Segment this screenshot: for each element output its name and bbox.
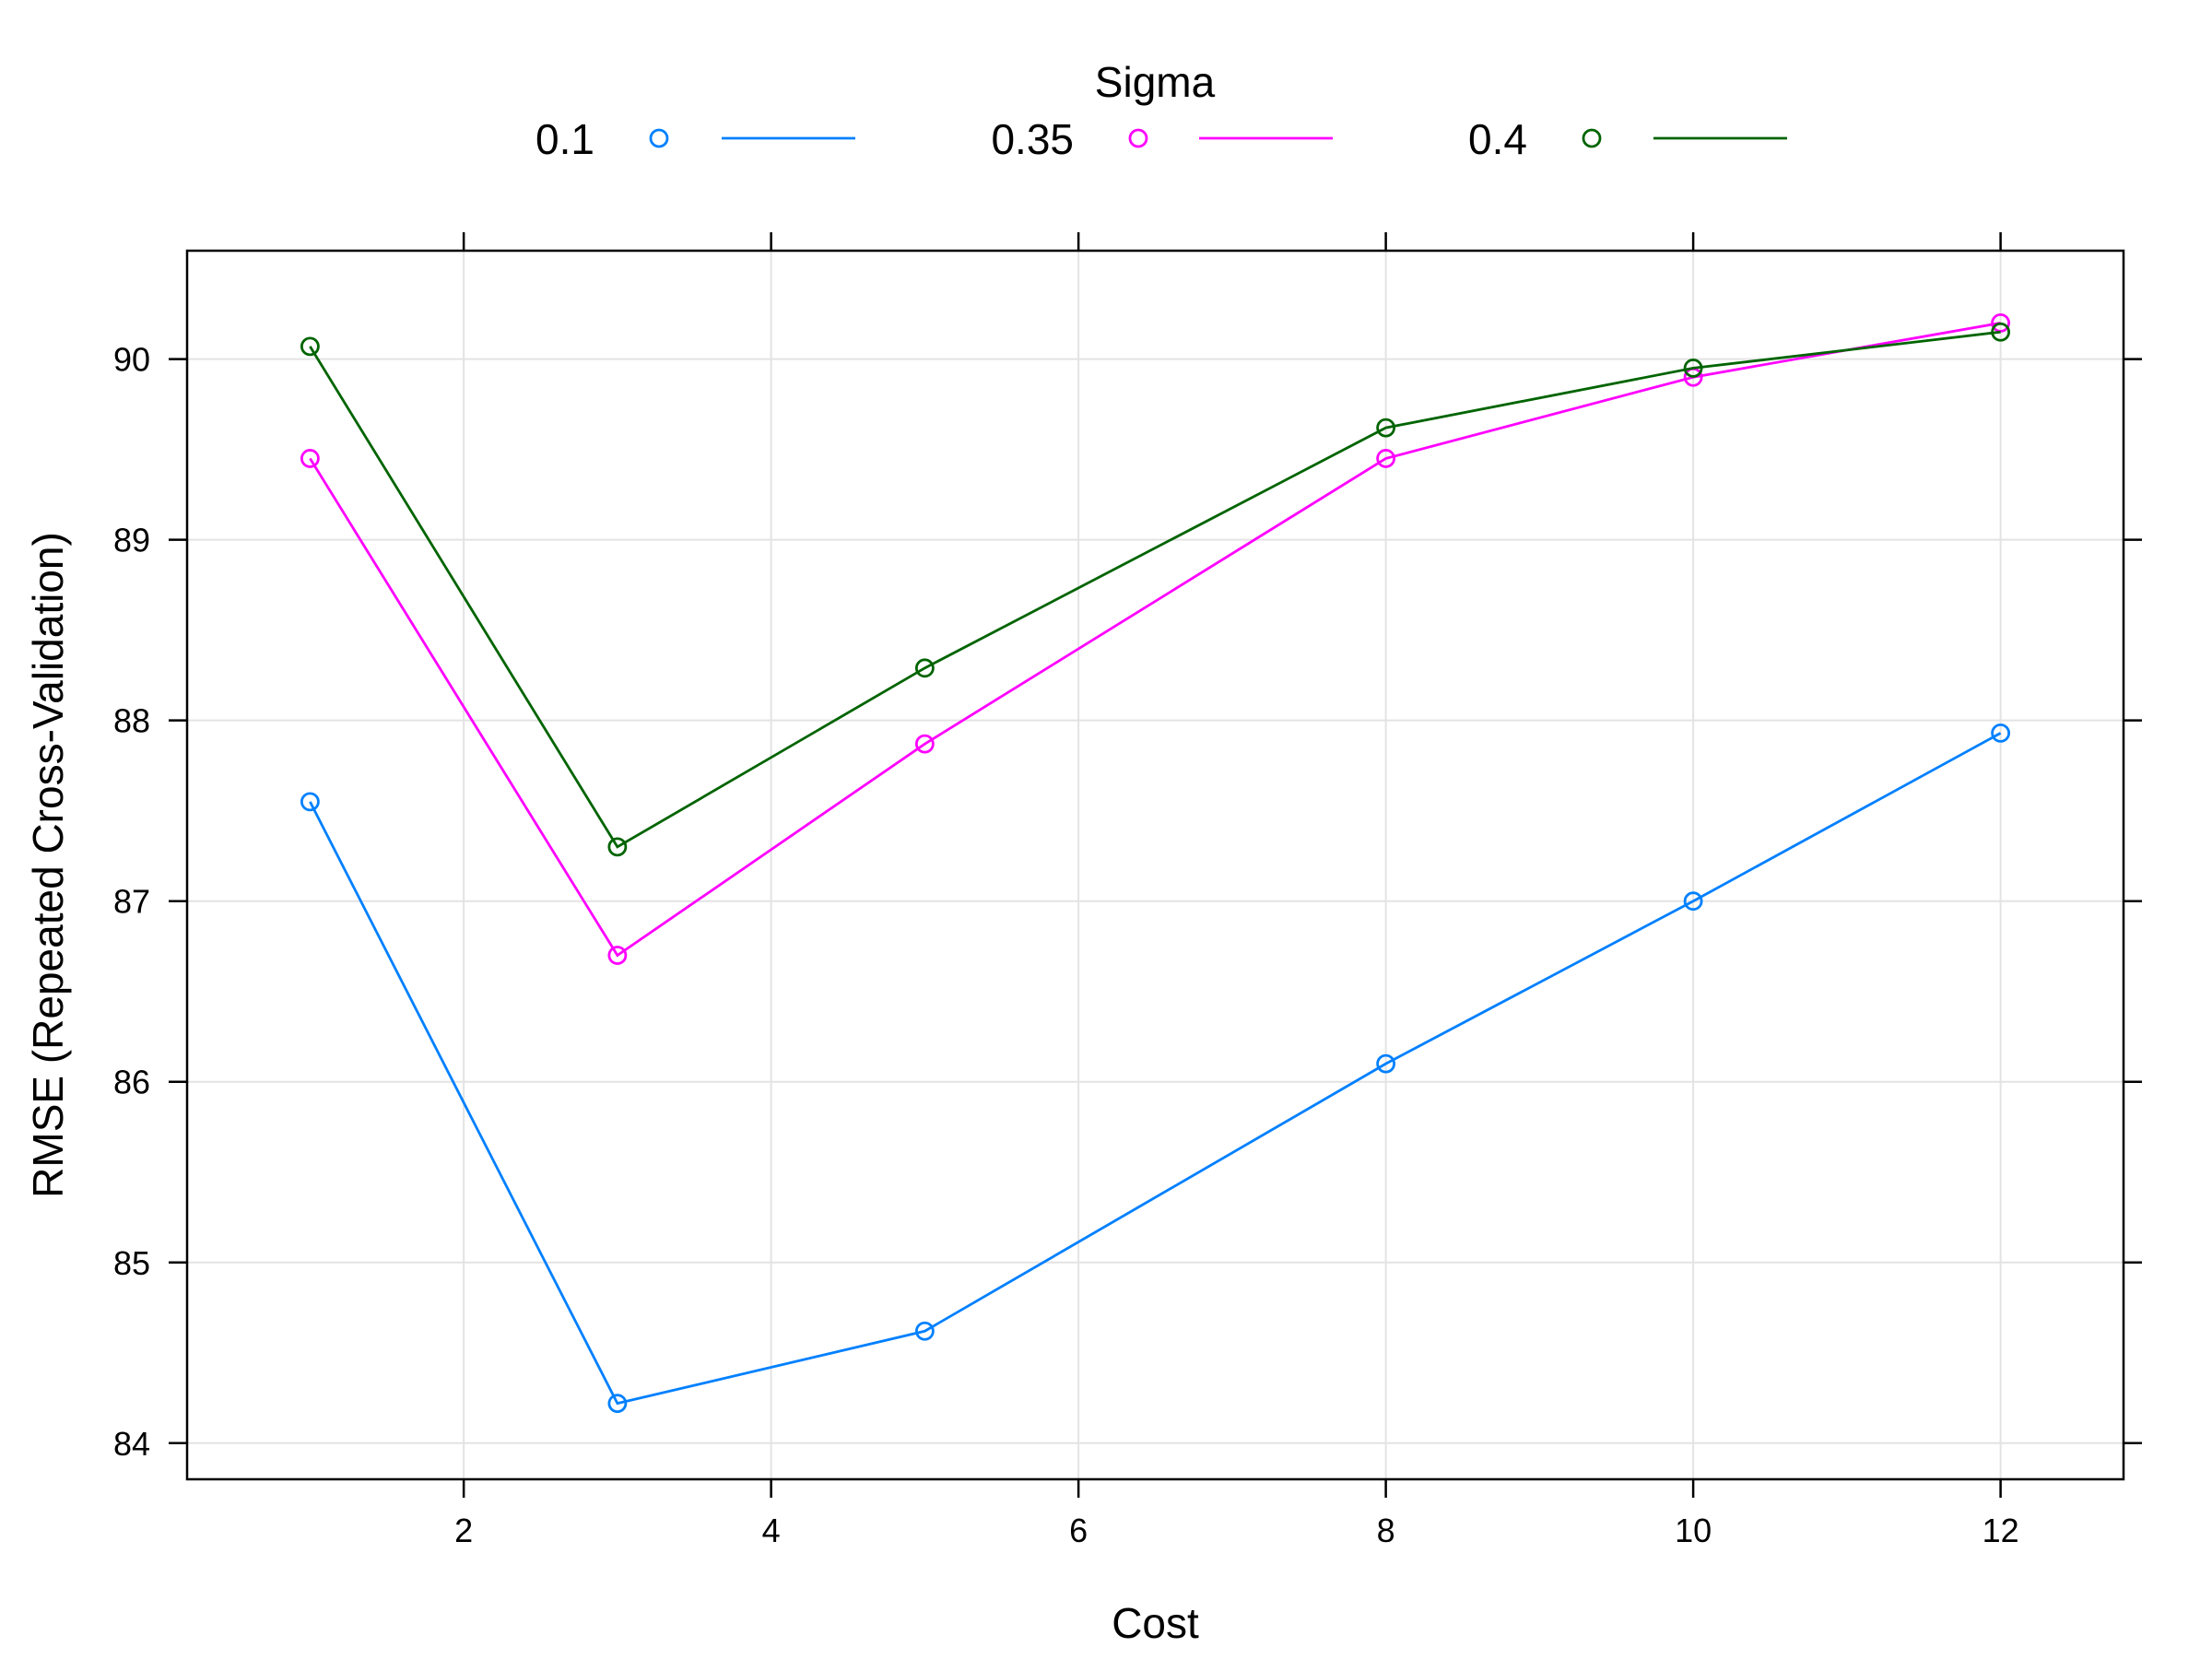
y-axis-label: RMSE (Repeated Cross-Validation) bbox=[24, 532, 72, 1198]
y-tick-label: 86 bbox=[113, 1064, 150, 1101]
series-line bbox=[309, 322, 2001, 958]
data-point bbox=[1991, 313, 2011, 333]
y-tick-label: 89 bbox=[113, 522, 150, 559]
data-point bbox=[914, 734, 935, 754]
data-point bbox=[914, 1321, 935, 1341]
y-tick-label: 87 bbox=[113, 883, 150, 921]
x-tick-label: 8 bbox=[1377, 1512, 1395, 1549]
series-line bbox=[309, 330, 2001, 849]
series-line bbox=[309, 732, 2002, 1406]
data-point bbox=[1683, 891, 1703, 912]
legend-label: 0.1 bbox=[535, 115, 594, 163]
data-point bbox=[607, 837, 628, 857]
data-point bbox=[300, 336, 320, 357]
legend-entry-0.35: 0.35 bbox=[991, 115, 1333, 163]
legend-title: Sigma bbox=[1095, 58, 1216, 106]
x-tick-label: 10 bbox=[1675, 1512, 1712, 1549]
legend-marker bbox=[649, 128, 669, 148]
data-point bbox=[300, 449, 320, 468]
grid-lines bbox=[187, 251, 2124, 1479]
x-tick-label: 6 bbox=[1069, 1512, 1088, 1549]
x-axis-label: Cost bbox=[1112, 1599, 1199, 1647]
plot-frame bbox=[185, 249, 2125, 1481]
series-0.4 bbox=[300, 322, 2011, 857]
data-point bbox=[300, 792, 320, 812]
series-layer bbox=[300, 313, 2011, 1414]
data-point bbox=[914, 658, 935, 678]
legend-entry-0.1: 0.1 bbox=[535, 115, 855, 163]
legend-label: 0.35 bbox=[991, 115, 1074, 163]
legend: Sigma 0.1 0.35 0.4 bbox=[535, 58, 1787, 163]
y-tick-label: 90 bbox=[113, 341, 150, 379]
data-point bbox=[1376, 449, 1396, 468]
data-point bbox=[607, 1394, 628, 1414]
y-tick-label: 84 bbox=[113, 1425, 150, 1463]
data-point bbox=[1991, 322, 2011, 342]
y-tick-label: 88 bbox=[113, 702, 150, 740]
series-0.1 bbox=[300, 723, 2011, 1414]
y-tick-label: 85 bbox=[113, 1244, 150, 1282]
legend-entry-0.4: 0.4 bbox=[1468, 115, 1787, 163]
x-tick-label: 4 bbox=[762, 1512, 781, 1549]
x-tick-label: 2 bbox=[454, 1512, 473, 1549]
legend-marker bbox=[1128, 128, 1148, 148]
data-point bbox=[1376, 418, 1396, 438]
data-point bbox=[1991, 723, 2011, 743]
legend-label: 0.4 bbox=[1468, 115, 1527, 163]
x-tick-label: 12 bbox=[1983, 1512, 2019, 1549]
data-point bbox=[607, 946, 628, 965]
legend-marker bbox=[1582, 128, 1602, 148]
axis-ticks: 2 4 6 8 10 12 84 85 86 87 88 89 90 bbox=[113, 232, 2142, 1549]
series-0.35 bbox=[300, 313, 2011, 965]
data-point bbox=[1376, 1053, 1396, 1074]
data-point bbox=[1683, 359, 1703, 378]
